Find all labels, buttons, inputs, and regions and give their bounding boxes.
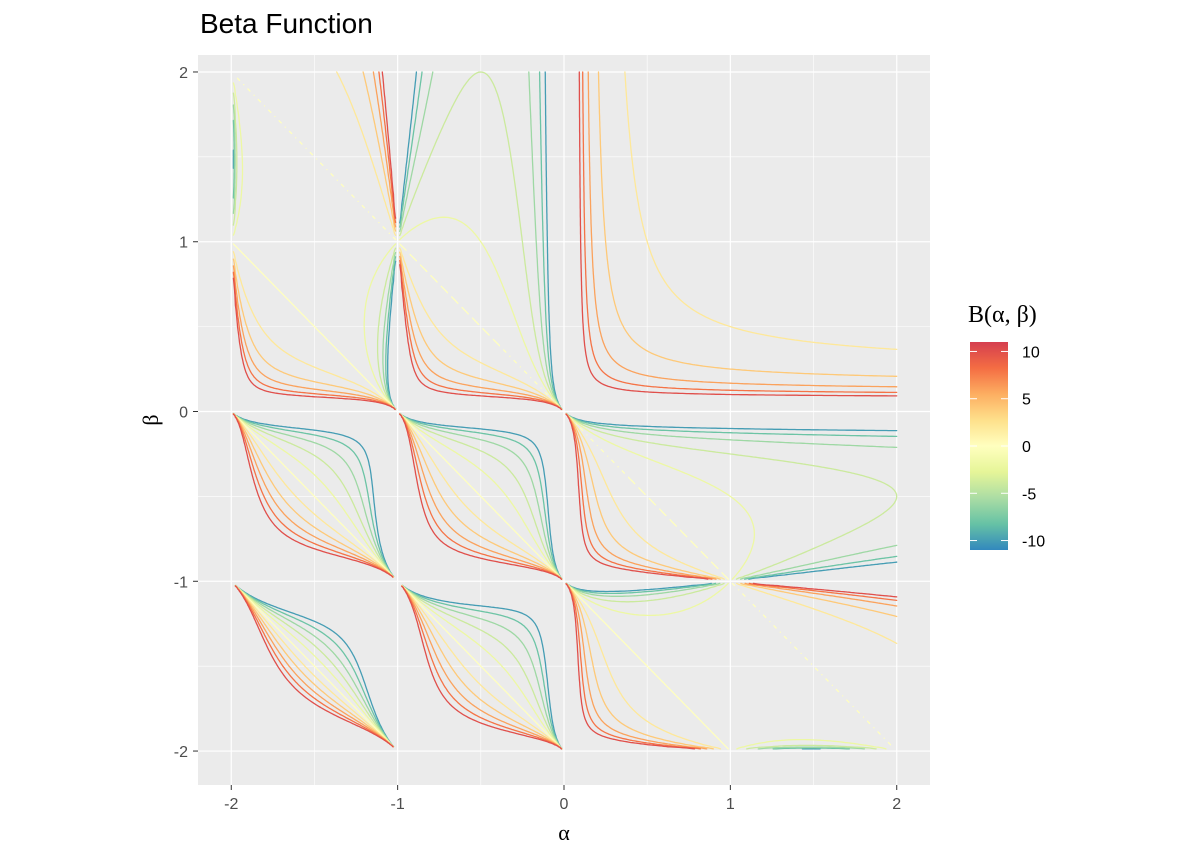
legend-tick-label: 10	[1022, 344, 1040, 361]
axes: -2 -1 0 1 2 -2 -1 0 1 2 α β	[138, 65, 901, 845]
x-tick-label: -1	[391, 796, 405, 813]
y-tick-label: 2	[179, 65, 188, 82]
y-tick-label: -1	[174, 574, 188, 591]
y-tick-label: 0	[179, 405, 188, 422]
chart-title: Beta Function	[200, 8, 373, 39]
legend-tick-label: 0	[1022, 439, 1031, 456]
legend: B(α, β) 10 5 0 -5 -10	[968, 302, 1045, 551]
grid	[198, 55, 930, 785]
x-axis-label: α	[558, 820, 570, 845]
contour-level-10	[232, 71, 898, 750]
y-tick-label: -2	[174, 744, 188, 761]
legend-tick-label: -5	[1022, 486, 1036, 503]
y-tick-label: 1	[179, 235, 188, 252]
x-tick-label: -2	[224, 796, 238, 813]
contour-lines	[232, 71, 898, 750]
y-axis-label: β	[138, 414, 163, 425]
legend-title: B(α, β)	[968, 302, 1037, 328]
x-tick-label: 1	[726, 796, 735, 813]
legend-tick-label: -10	[1022, 534, 1045, 551]
legend-tick-label: 5	[1022, 392, 1031, 409]
x-tick-label: 2	[892, 796, 901, 813]
x-tick-label: 0	[560, 796, 569, 813]
